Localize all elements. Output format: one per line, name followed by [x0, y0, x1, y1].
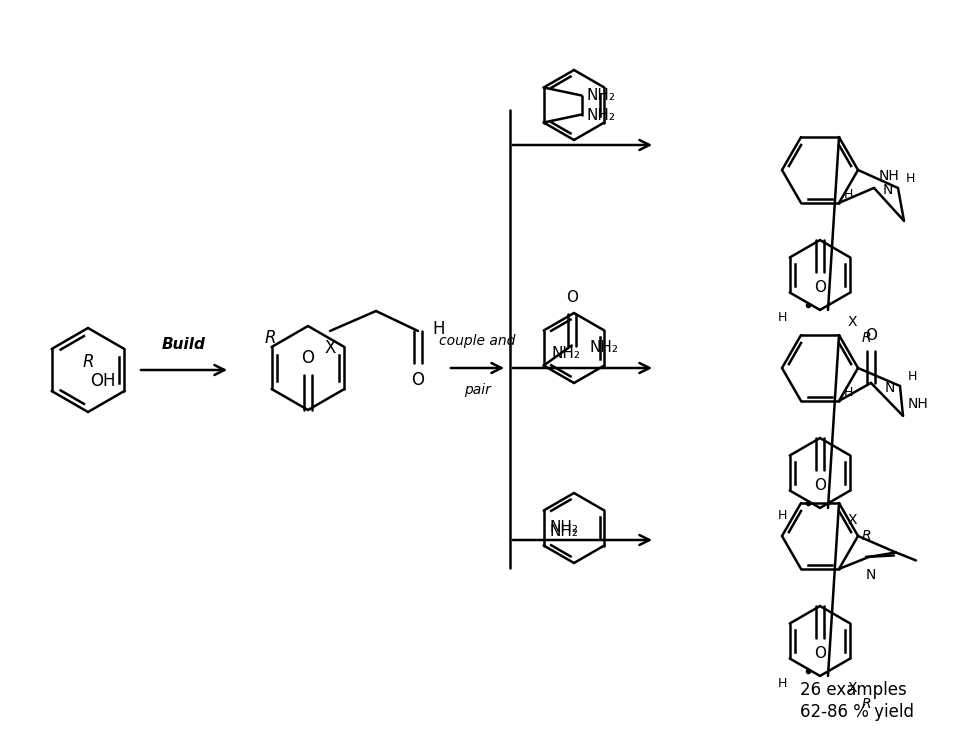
Text: H: H	[843, 386, 853, 400]
Text: couple and: couple and	[439, 334, 515, 348]
Text: X: X	[324, 339, 336, 357]
Text: Build: Build	[162, 337, 206, 352]
Text: O: O	[814, 478, 826, 493]
Text: O: O	[814, 646, 826, 661]
Text: N: N	[866, 568, 877, 582]
Text: NH₂: NH₂	[551, 345, 581, 361]
Text: O: O	[566, 291, 578, 305]
Text: N: N	[882, 183, 893, 197]
Text: NH₂: NH₂	[586, 107, 616, 122]
Text: H: H	[432, 320, 444, 338]
Text: R: R	[862, 529, 872, 543]
Text: N: N	[884, 381, 895, 395]
Text: pair: pair	[464, 383, 491, 397]
Text: H: H	[843, 188, 853, 202]
Text: NH₂: NH₂	[589, 340, 618, 355]
Text: H: H	[777, 311, 787, 325]
Text: R: R	[862, 697, 872, 711]
Text: O: O	[814, 280, 826, 295]
Text: NH: NH	[879, 169, 900, 183]
Text: R: R	[264, 329, 276, 347]
Text: NH₂: NH₂	[549, 520, 579, 536]
Text: O: O	[411, 371, 425, 389]
Text: O: O	[302, 349, 315, 367]
Text: H: H	[906, 171, 916, 185]
Text: H: H	[908, 369, 918, 383]
Text: O: O	[865, 328, 877, 343]
Text: X: X	[848, 315, 857, 329]
Text: H: H	[777, 509, 787, 523]
Text: R: R	[82, 353, 94, 371]
Text: NH: NH	[908, 397, 929, 411]
Text: X: X	[848, 681, 857, 695]
Text: 26 examples: 26 examples	[800, 681, 907, 699]
Text: NH₂: NH₂	[586, 88, 616, 102]
Text: R: R	[862, 331, 872, 345]
Text: OH: OH	[90, 372, 116, 390]
Text: X: X	[848, 513, 857, 527]
Text: H: H	[777, 677, 787, 690]
Text: 62-86 % yield: 62-86 % yield	[800, 703, 914, 721]
Text: NH₂: NH₂	[549, 525, 579, 539]
